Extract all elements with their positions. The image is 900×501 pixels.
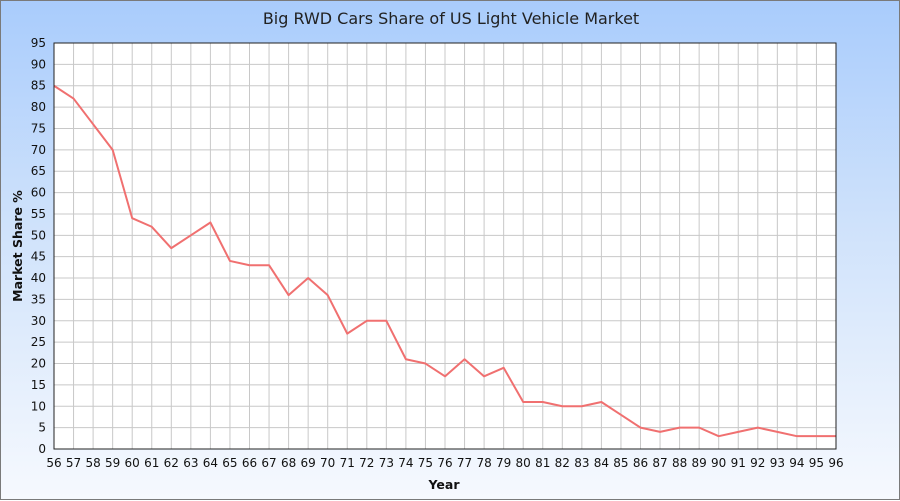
series-layer — [53, 42, 837, 450]
x-tick-label: 84 — [594, 456, 609, 470]
chart-title: Big RWD Cars Share of US Light Vehicle M… — [263, 9, 639, 28]
x-tick-label: 88 — [672, 456, 687, 470]
x-tick-label: 57 — [66, 456, 81, 470]
gridlines — [54, 43, 836, 449]
x-tick-label: 92 — [750, 456, 765, 470]
x-tick-label: 89 — [692, 456, 707, 470]
x-tick-label: 69 — [301, 456, 316, 470]
y-tick-label: 15 — [31, 378, 46, 392]
y-tick-label: 40 — [31, 271, 46, 285]
x-tick-label: 73 — [379, 456, 394, 470]
x-tick-label: 94 — [789, 456, 804, 470]
x-tick-label: 82 — [555, 456, 570, 470]
y-tick-label: 60 — [31, 186, 46, 200]
x-tick-label: 83 — [574, 456, 589, 470]
plot-border — [53, 42, 837, 450]
x-tick-label: 68 — [281, 456, 296, 470]
x-tick-label: 76 — [437, 456, 452, 470]
y-tick-label: 10 — [31, 399, 46, 413]
x-tick-label: 56 — [46, 456, 61, 470]
y-axis-ticks: 0 5 10 15 20 25 30 35 40 45 50 55 60 65 70 75 80 85 90 95 — [31, 36, 46, 456]
x-tick-label: 96 — [828, 456, 843, 470]
x-tick-label: 87 — [652, 456, 667, 470]
x-tick-label: 64 — [203, 456, 218, 470]
y-tick-label: 90 — [31, 57, 46, 71]
y-tick-label: 85 — [31, 79, 46, 93]
x-tick-label: 78 — [476, 456, 491, 470]
y-tick-label: 50 — [31, 228, 46, 242]
x-tick-label: 67 — [261, 456, 276, 470]
y-tick-label: 65 — [31, 164, 46, 178]
x-tick-label: 81 — [535, 456, 550, 470]
y-axis-title: Market Share % — [10, 190, 25, 302]
x-tick-label: 85 — [613, 456, 628, 470]
x-axis-ticks: 56 57 58 59 60 61 62 63 64 65 66 67 68 69 70 71 72 73 74 75… — [46, 456, 843, 470]
y-tick-label: 25 — [31, 335, 46, 349]
x-tick-label: 70 — [320, 456, 335, 470]
x-tick-label: 86 — [633, 456, 648, 470]
y-tick-label: 80 — [31, 100, 46, 114]
x-tick-label: 61 — [144, 456, 159, 470]
y-tick-label: 0 — [38, 442, 46, 456]
x-tick-label: 80 — [516, 456, 531, 470]
y-tick-label: 45 — [31, 250, 46, 264]
series-line — [53, 84, 836, 438]
x-tick-label: 77 — [457, 456, 472, 470]
x-tick-label: 72 — [359, 456, 374, 470]
x-axis-title: Year — [428, 477, 461, 492]
x-tick-label: 58 — [85, 456, 100, 470]
x-tick-label: 65 — [222, 456, 237, 470]
x-tick-label: 93 — [770, 456, 785, 470]
y-tick-label: 5 — [38, 421, 46, 435]
y-tick-label: 95 — [31, 36, 46, 50]
x-tick-label: 95 — [809, 456, 824, 470]
x-tick-label: 90 — [711, 456, 726, 470]
x-tick-label: 79 — [496, 456, 511, 470]
x-tick-label: 59 — [105, 456, 120, 470]
x-tick-label: 75 — [418, 456, 433, 470]
x-tick-label: 66 — [242, 456, 257, 470]
x-tick-label: 63 — [183, 456, 198, 470]
x-tick-label: 74 — [398, 456, 413, 470]
x-tick-label: 91 — [731, 456, 746, 470]
y-tick-label: 55 — [31, 207, 46, 221]
y-tick-label: 20 — [31, 357, 46, 371]
y-tick-label: 35 — [31, 292, 46, 306]
x-tick-label: 71 — [340, 456, 355, 470]
y-tick-label: 70 — [31, 143, 46, 157]
y-tick-label: 30 — [31, 314, 46, 328]
y-tick-label: 75 — [31, 121, 46, 135]
x-tick-label: 62 — [164, 456, 179, 470]
x-tick-label: 60 — [125, 456, 140, 470]
